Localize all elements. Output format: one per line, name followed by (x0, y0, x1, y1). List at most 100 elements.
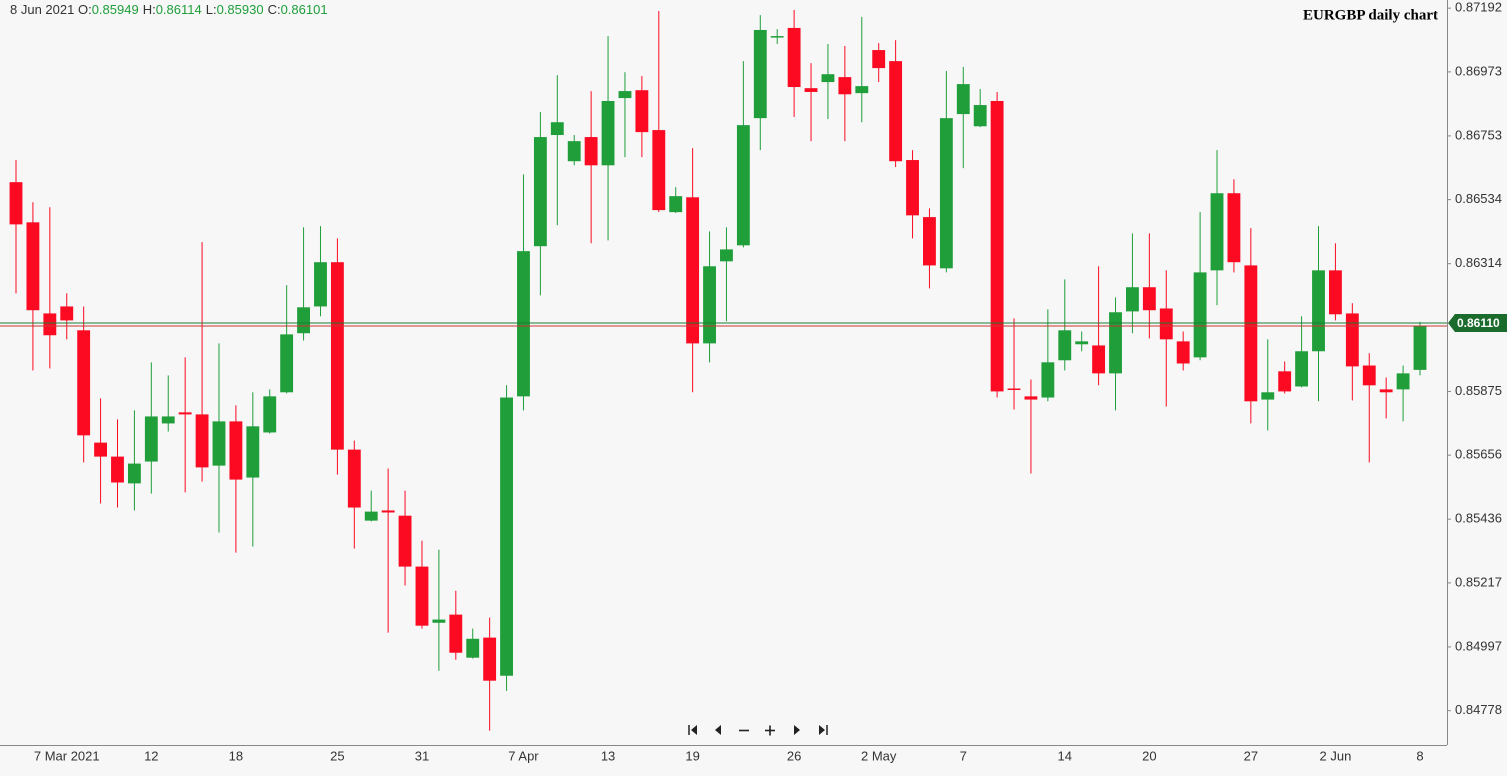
candle-body (1328, 270, 1342, 315)
first-button[interactable] (684, 722, 702, 738)
price-label: 0.86110 (1457, 316, 1500, 330)
candle-body (821, 74, 835, 83)
candle-body (652, 130, 666, 211)
candle-body (1345, 313, 1359, 367)
candle-body (483, 637, 497, 681)
previous-button[interactable] (709, 722, 727, 738)
last-button[interactable] (814, 722, 832, 738)
chart-title: EURGBP daily chart (1303, 7, 1438, 23)
candle-body (939, 118, 953, 269)
info-value: 0.85949 (91, 2, 139, 17)
y-tick-label: 0.85875 (1455, 383, 1502, 398)
candle-body (280, 334, 294, 393)
candle-body (567, 141, 581, 162)
candle-body (195, 414, 209, 468)
candle-body (550, 122, 564, 136)
x-tick-label: 7 Mar 2021 (34, 748, 100, 763)
x-tick-label: 7 Apr (508, 748, 539, 763)
candle-body (889, 61, 903, 162)
candle-body (263, 396, 277, 433)
candle-body (364, 511, 378, 521)
info-label: C: (267, 2, 281, 17)
candle-body (1193, 272, 1207, 358)
y-tick-label: 0.85656 (1455, 447, 1502, 462)
x-tick-label: 26 (787, 748, 801, 763)
y-tick-label: 0.87192 (1455, 0, 1502, 15)
info-value: 0.86114 (155, 2, 202, 17)
candle-body (297, 307, 310, 334)
candle-body (517, 251, 530, 397)
candle-body (127, 463, 141, 484)
x-tick-label: 2 Jun (1320, 748, 1352, 763)
candle-body (1041, 362, 1055, 398)
candle-body (804, 88, 818, 92)
candle-body (1362, 365, 1376, 386)
candle-body (161, 416, 175, 424)
candle-body (956, 84, 970, 115)
candle-body (1159, 308, 1173, 340)
info-label: O: (77, 2, 92, 17)
x-tick-label: 18 (229, 748, 243, 763)
candle-body (736, 125, 750, 246)
candle-body (1109, 312, 1122, 374)
candle-body (770, 36, 784, 38)
candle-body (94, 442, 108, 457)
candle-body (449, 614, 463, 653)
candle-body (838, 77, 852, 95)
candle-body (1176, 341, 1190, 364)
candle-body (787, 27, 801, 88)
candle-body (753, 29, 767, 119)
candle-body (855, 86, 869, 94)
x-tick-label: 25 (330, 748, 344, 763)
zoom-out-button[interactable] (735, 722, 753, 738)
candle-body (533, 137, 547, 247)
y-tick-label: 0.85217 (1455, 574, 1502, 589)
candle-body (1075, 341, 1089, 345)
candle-body (1007, 388, 1021, 391)
y-tick-label: 0.86314 (1455, 255, 1502, 270)
x-tick-label: 31 (415, 748, 429, 763)
candle-body (500, 397, 513, 676)
candle-body (1210, 193, 1224, 271)
candle-body (212, 421, 226, 466)
candle-body (584, 137, 598, 166)
candle-body (990, 100, 1004, 392)
candle-body (330, 262, 344, 450)
candle-body (347, 449, 361, 508)
info-label: L: (205, 2, 217, 17)
candle-body (144, 416, 158, 462)
candle-body (686, 197, 700, 344)
x-tick-label: 13 (601, 748, 615, 763)
candle-body (669, 196, 683, 213)
candle-body (601, 100, 615, 166)
x-tick-label: 19 (685, 748, 699, 763)
candle-body (872, 50, 886, 69)
candle-body (635, 90, 649, 133)
ohlc-info: 8 Jun 2021 O:0.85949 H:0.86114 L:0.85930 C:… (10, 2, 332, 17)
candle-body (1126, 287, 1139, 312)
candle-body (1244, 265, 1258, 402)
x-tick-label: 7 (960, 748, 967, 763)
candles (9, 9, 1427, 731)
y-tick-label: 0.84778 (1455, 702, 1502, 717)
candle-body (973, 105, 987, 127)
info-value: 0.85930 (216, 2, 264, 17)
y-tick-label: 0.86534 (1455, 191, 1502, 206)
info-label: H: (142, 2, 156, 17)
candle-body (9, 182, 23, 225)
x-tick-label: 27 (1244, 748, 1258, 763)
candle-body (381, 510, 395, 513)
x-tick-label: 8 (1416, 748, 1423, 763)
candle-body (77, 330, 91, 436)
candle-body (720, 249, 733, 262)
x-tick-label: 12 (144, 748, 158, 763)
candle-body (178, 412, 192, 415)
candle-body (398, 515, 412, 567)
info-value: 0.86101 (280, 2, 328, 17)
candle-body (111, 456, 124, 483)
candle-body (1379, 389, 1393, 393)
zoom-in-button[interactable] (761, 722, 779, 738)
next-button[interactable] (788, 722, 806, 738)
